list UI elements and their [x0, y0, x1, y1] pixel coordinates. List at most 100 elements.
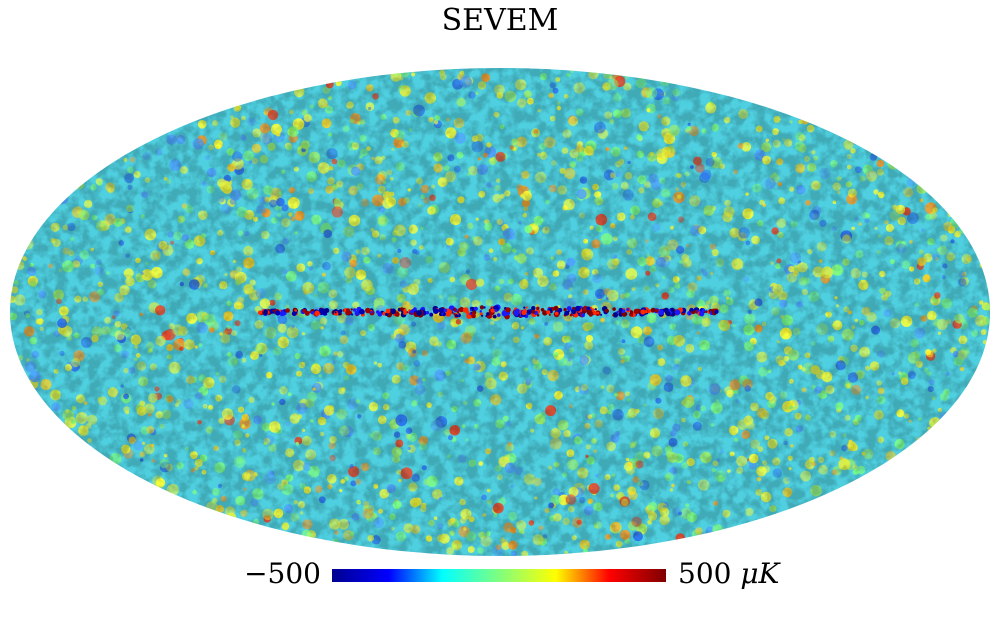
galactic-plane-speck — [586, 309, 593, 316]
galactic-plane-speck — [479, 310, 482, 313]
galactic-plane-speck — [531, 306, 536, 311]
galactic-plane-speck — [453, 312, 456, 315]
galactic-plane-speck — [689, 307, 694, 313]
galactic-plane-speck — [612, 307, 616, 311]
galactic-plane-speck — [385, 308, 391, 314]
galactic-plane-speck — [456, 310, 460, 314]
galactic-plane-speck — [385, 312, 389, 316]
galactic-plane-speck — [640, 309, 646, 315]
galactic-plane-speck — [345, 310, 351, 316]
galactic-plane-speck — [616, 310, 619, 314]
galactic-plane-speck — [324, 308, 330, 313]
galactic-plane-speck — [302, 308, 307, 313]
galactic-plane-speck — [581, 313, 585, 318]
galactic-plane-speck — [351, 313, 354, 316]
colorbar-unit: μK — [740, 557, 780, 590]
galactic-plane-speck — [554, 311, 559, 316]
map-title: SEVEM — [441, 3, 559, 38]
galactic-plane-speck — [469, 312, 472, 316]
galactic-plane-speck — [429, 312, 433, 316]
galactic-plane-speck — [650, 307, 656, 313]
galactic-plane-speck — [505, 307, 511, 313]
galactic-plane-speck — [479, 305, 484, 310]
galactic-plane-speck — [674, 309, 681, 316]
galactic-plane-speck — [687, 311, 692, 316]
galactic-plane-speck — [525, 306, 528, 309]
temperature-speck — [36, 219, 43, 225]
galactic-plane-speck — [542, 310, 548, 316]
galactic-plane-speck — [416, 310, 422, 316]
galactic-plane-speck — [663, 307, 669, 313]
galactic-plane-speck — [481, 314, 484, 317]
galactic-plane-speck — [494, 309, 498, 312]
galactic-plane-speck — [523, 306, 526, 309]
temperature-speck — [943, 414, 950, 421]
galactic-plane-speck — [473, 306, 478, 311]
galactic-plane-speck — [604, 308, 609, 313]
galactic-plane-speck — [536, 306, 540, 310]
galactic-plane-speck — [257, 310, 263, 315]
galactic-plane-speck — [394, 311, 400, 317]
galactic-plane-speck — [566, 306, 572, 311]
galactic-plane-speck — [370, 311, 374, 314]
galactic-plane-speck — [318, 308, 324, 314]
galactic-plane-speck — [548, 313, 551, 316]
galactic-plane-speck — [553, 305, 559, 311]
galactic-plane-speck — [403, 311, 407, 315]
galactic-plane-speck — [413, 307, 417, 311]
galactic-plane-speck — [531, 309, 536, 314]
galactic-plane-speck — [441, 312, 444, 315]
galactic-plane-speck — [263, 310, 268, 316]
galactic-plane-speck — [490, 308, 495, 313]
colorbar-max-label: 500 μK — [678, 556, 779, 592]
galactic-plane-speck — [400, 307, 404, 311]
galactic-plane-speck — [454, 314, 458, 318]
galactic-plane-speck — [701, 308, 706, 313]
galactic-plane-speck — [492, 314, 497, 319]
galactic-plane-speck — [665, 311, 671, 317]
galactic-plane-speck — [547, 307, 550, 310]
galactic-plane-speck — [377, 312, 383, 317]
galactic-plane — [257, 304, 719, 320]
galactic-plane-speck — [438, 307, 445, 314]
galactic-plane-speck — [486, 312, 490, 316]
galactic-plane-speck — [314, 310, 320, 316]
galactic-plane-speck — [497, 313, 501, 317]
galactic-plane-speck — [699, 311, 705, 317]
galactic-plane-speck — [420, 307, 423, 310]
galactic-plane-speck — [433, 308, 439, 315]
galactic-plane-speck — [571, 309, 575, 313]
galactic-plane-speck — [596, 311, 600, 315]
galactic-plane-speck — [310, 311, 315, 315]
galactic-plane-speck — [612, 312, 619, 318]
galactic-plane-speck — [291, 311, 297, 317]
galactic-plane-speck — [334, 311, 337, 314]
galactic-plane-speck — [575, 305, 581, 312]
galactic-plane-speck — [365, 307, 371, 314]
galactic-plane-speck — [359, 308, 365, 315]
galactic-plane-speck — [546, 310, 551, 315]
galactic-plane-speck — [285, 308, 290, 313]
colorbar — [332, 569, 666, 582]
galactic-plane-speck — [633, 308, 640, 314]
galactic-plane-speck — [522, 309, 527, 314]
galactic-plane-speck — [705, 310, 708, 313]
galactic-plane-speck — [626, 308, 630, 311]
noise-texture — [10, 68, 990, 556]
galactic-plane-speck — [480, 312, 483, 315]
galactic-plane-speck — [354, 311, 360, 316]
galactic-plane-speck — [670, 307, 675, 312]
galactic-plane-speck — [621, 309, 626, 313]
galactic-plane-speck — [557, 307, 563, 313]
galactic-plane-speck — [469, 309, 472, 312]
galactic-plane-speck — [463, 307, 469, 313]
temperature-speck — [356, 545, 362, 551]
galactic-plane-speck — [536, 314, 540, 317]
colorbar-max-value: 500 — [678, 557, 732, 590]
galactic-plane-speck — [586, 306, 591, 311]
galactic-plane-speck — [655, 309, 659, 313]
galactic-plane-speck — [569, 313, 573, 317]
galactic-plane-speck — [353, 308, 357, 312]
